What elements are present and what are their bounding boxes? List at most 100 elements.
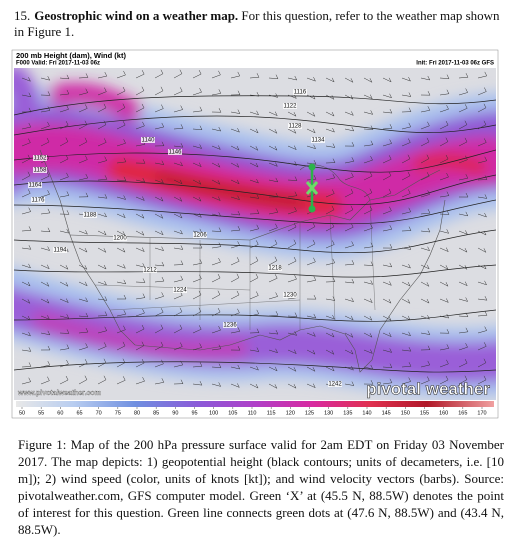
wind-barb [173, 360, 184, 368]
colorbar-tick-label: 115 [267, 410, 276, 416]
wind-barb [458, 73, 469, 79]
wind-barb [154, 359, 164, 368]
wind-barb [249, 209, 260, 215]
wind-barb [78, 137, 88, 147]
wind-barb [192, 243, 203, 249]
colorbar-tick-label: 60 [57, 410, 63, 416]
wind-barb [192, 307, 202, 317]
wind-barb [135, 308, 145, 317]
wind-barb [249, 328, 260, 334]
wind-barb [78, 375, 88, 385]
wind-barb [173, 307, 183, 317]
wind-barb [458, 88, 469, 96]
wind-barb [135, 278, 146, 283]
question: 15. Geostrophic wind on a weather map. Fo… [14, 8, 508, 40]
wind-barb [401, 362, 412, 368]
wind-barb [59, 281, 69, 287]
wind-barb [230, 308, 240, 317]
wind-barb [21, 331, 31, 337]
wind-barb [173, 161, 184, 167]
wind-barb [401, 92, 412, 97]
wind-barb [211, 344, 222, 351]
wind-barb [287, 111, 297, 117]
wind-barb [40, 264, 50, 270]
contour-label: 1158 [34, 168, 48, 174]
wind-barb [192, 144, 203, 149]
green-x [305, 181, 319, 195]
wind-barb [116, 86, 126, 96]
wind-barb [401, 122, 412, 130]
wind-barb [135, 341, 145, 351]
wind-barb [420, 376, 430, 385]
wind-barb [382, 262, 393, 268]
wind-barb [78, 343, 88, 351]
wind-barb [135, 230, 145, 236]
wind-barb [40, 91, 51, 96]
wind-barb [420, 246, 431, 252]
wind-barb [306, 94, 316, 100]
map-init: Init: Fri 2017-11-03 06z GFS [416, 61, 494, 67]
colorbar-tick-label: 95 [191, 410, 197, 416]
wind-barb [40, 345, 51, 351]
wind-barb [477, 120, 487, 130]
wind-barb [458, 120, 468, 130]
wind-barb [78, 73, 89, 79]
wind-barb [306, 383, 316, 389]
wind-barb [420, 190, 430, 198]
colorbar-tick-label: 65 [76, 410, 82, 416]
wind-barb [306, 159, 317, 165]
wind-barb [287, 161, 298, 166]
wind-barb [97, 138, 107, 147]
contour-label: 1206 [193, 233, 207, 239]
wind-barb [40, 361, 51, 368]
wind-barb [249, 162, 259, 168]
wind-barb [192, 106, 203, 113]
wind-barb [363, 280, 374, 285]
wind-barb [135, 86, 145, 96]
wind-barb [401, 347, 412, 352]
green-dot [308, 163, 316, 171]
wind-barb [363, 364, 374, 370]
wind-barb [477, 194, 488, 199]
wind-barb [363, 94, 373, 100]
wind-barb [458, 312, 469, 317]
wind-barb [268, 145, 278, 151]
wind-barb [287, 94, 297, 99]
contour-label: 1194 [54, 248, 68, 254]
wind-barb [230, 364, 241, 370]
wind-barb [211, 162, 221, 168]
wind-barb [325, 205, 335, 215]
wind-barb [344, 188, 354, 198]
wind-barb [306, 295, 317, 300]
wind-barb [154, 179, 164, 184]
border [69, 169, 441, 241]
wind-barb [192, 196, 202, 202]
wind-barb [211, 227, 222, 232]
wind-barb [458, 174, 469, 181]
wind-barb [401, 281, 411, 287]
wind-barb [135, 377, 145, 385]
wind-barb [477, 103, 487, 113]
wind-barb [21, 189, 31, 198]
wind-barb [344, 315, 354, 321]
wind-barb [21, 347, 32, 352]
wind-barb [97, 280, 107, 286]
wind-barb [78, 247, 88, 253]
wind-barb [420, 172, 430, 181]
wind-barb [173, 275, 184, 283]
wind-barb [192, 343, 203, 351]
wind-barb [21, 107, 32, 113]
wind-barb [192, 325, 202, 334]
wind-barb [40, 208, 51, 215]
colorbar-tick-label: 170 [477, 410, 486, 416]
wind-barb [306, 349, 316, 355]
wind-barb [59, 191, 70, 198]
wind-barb [420, 137, 430, 147]
wind-barb [344, 365, 354, 371]
wind-barb [382, 298, 392, 304]
wind-barb [268, 111, 278, 117]
wind-barb [40, 121, 50, 130]
wind-barb [325, 127, 335, 133]
wind-barb [382, 243, 393, 249]
wind-barb [420, 264, 430, 270]
